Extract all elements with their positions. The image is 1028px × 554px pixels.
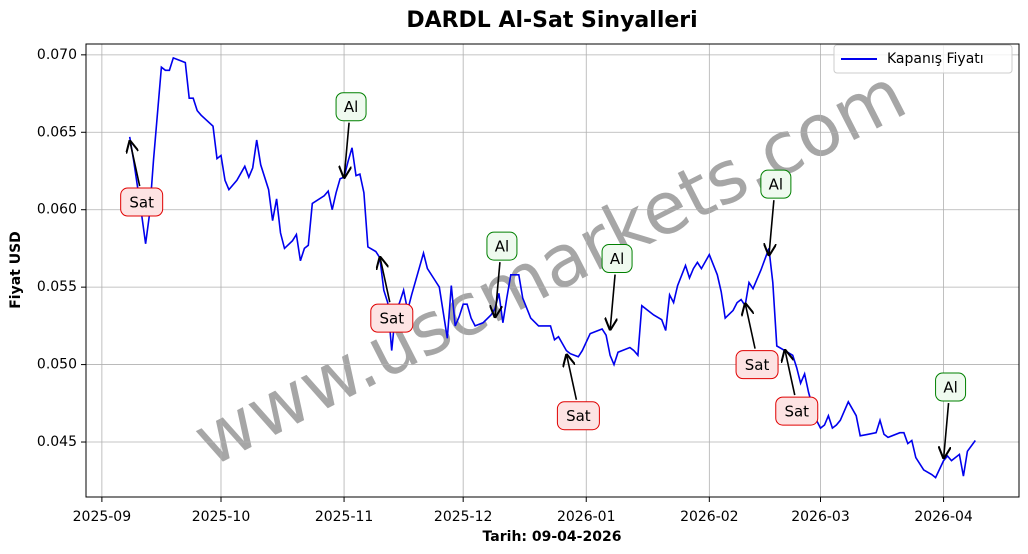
legend: Kapanış Fiyatı [833,44,1013,74]
signal-box [486,231,518,261]
signal-arrow [380,256,391,303]
signal-arrow [785,349,796,396]
signal-label: Sat [745,356,770,374]
y-tick-label: 0.045 [37,434,77,450]
y-axis-label: Fiyat USD [8,231,24,309]
signal-box [335,92,367,122]
chart-title: DARDL Al-Sat Sinyalleri [406,8,697,33]
x-tick-label: 2026-01 [557,509,616,525]
signal-arrow [610,274,615,331]
x-tick-label: 2026-03 [791,509,850,525]
signal-arrow [495,262,500,318]
signal-label: Al [769,176,783,194]
x-tick-label: 2025-11 [315,509,374,525]
signal-arrow [344,122,349,179]
x-tick-label: 2025-09 [73,509,132,525]
y-tick-label: 0.065 [37,124,77,140]
signal-label: Al [344,98,358,116]
signal-label: Sat [379,310,404,328]
signal-arrow [944,402,949,459]
signal-label: Al [943,379,957,397]
price-line [128,56,976,479]
signal-arrow [130,140,141,187]
x-tick-label: 2025-10 [192,509,251,525]
x-tick-label: 2025-12 [434,509,493,525]
signal-box [601,244,633,274]
signal-label: Al [495,238,509,256]
signal-box [556,401,600,431]
signal-box [735,350,779,380]
legend-label: Kapanış Fiyatı [887,51,984,67]
signal-arrow [566,354,578,400]
y-tick-label: 0.060 [37,202,77,218]
signal-label: Sat [784,403,809,421]
signal-arrow [745,303,756,349]
y-tick-label: 0.055 [37,279,77,295]
signal-box [370,303,414,333]
y-tick-label: 0.070 [37,47,77,63]
y-tick-label: 0.050 [37,357,77,373]
signal-label: Sat [566,407,591,425]
legend-box [833,44,1013,74]
signal-box [935,372,967,402]
signal-label: Sat [129,194,154,212]
signal-box [760,169,792,199]
signal-box [120,187,164,217]
x-tick-label: 2026-04 [914,509,973,525]
x-tick-label: 2026-02 [680,509,739,525]
signal-label: Al [610,250,624,268]
plot-frame [85,43,1020,498]
x-axis-label: Tarih: 09-04-2026 [483,529,622,545]
signal-arrow [769,200,774,256]
signal-box [775,396,819,426]
